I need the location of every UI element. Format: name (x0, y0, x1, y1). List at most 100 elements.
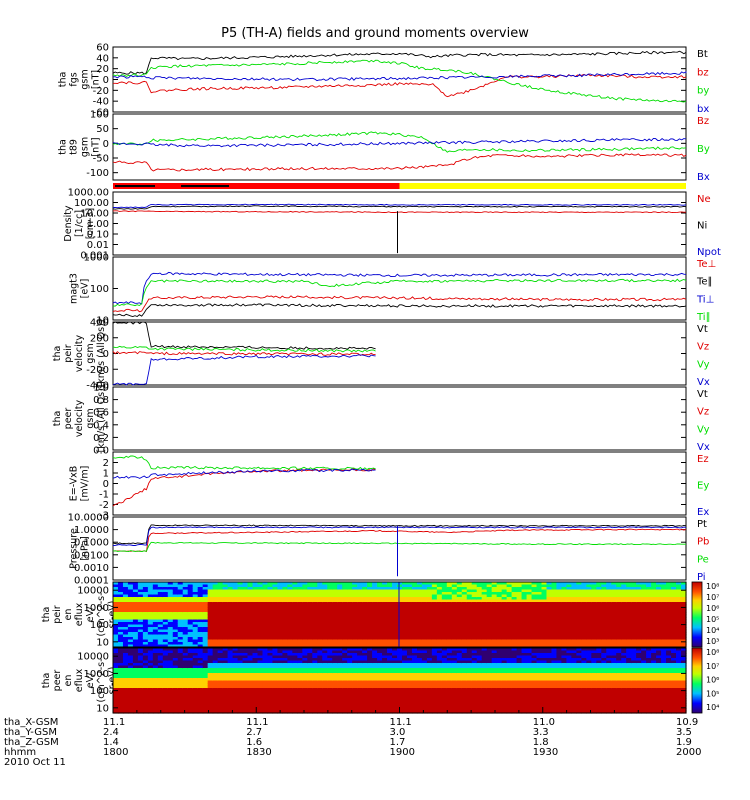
heatmap-cell (606, 589, 612, 593)
heatmap-cell (531, 594, 538, 598)
heatmap-cell (252, 673, 259, 677)
heatmap-cell (372, 632, 378, 636)
heatmap-cell (242, 599, 249, 603)
heatmap-cell (322, 642, 328, 646)
heatmap-cell (307, 668, 313, 672)
heatmap-cell (272, 644, 279, 648)
heatmap-cell (267, 609, 274, 613)
heatmap-cell (387, 619, 393, 623)
heatmap-cell (122, 599, 129, 603)
heatmap-cell (237, 639, 244, 643)
heatmap-cell (322, 604, 328, 608)
heatmap-cell (581, 584, 587, 588)
heatmap-cell (337, 587, 343, 591)
heatmap-cell (456, 594, 463, 598)
heatmap-cell (332, 587, 338, 591)
heatmap-cell (262, 644, 269, 648)
heatmap-cell (317, 624, 323, 628)
heatmap-cell (217, 607, 224, 611)
heatmap-cell (372, 698, 378, 702)
heatmap-cell (187, 648, 194, 652)
heatmap-cell (347, 617, 353, 621)
heatmap-cell (242, 582, 249, 586)
heatmap-cell (446, 602, 453, 606)
heatmap-cell (302, 629, 308, 633)
heatmap-cell (426, 644, 433, 648)
heatmap-cell (392, 639, 398, 643)
heatmap-cell (137, 668, 144, 672)
heatmap-cell (362, 599, 368, 603)
heatmap-cell (292, 653, 298, 657)
heatmap-cell (586, 592, 592, 596)
heatmap-cell (397, 642, 403, 646)
heatmap-cell (242, 660, 249, 664)
heatmap-cell (162, 627, 169, 631)
heatmap-cell (242, 632, 249, 636)
heatmap-cell (501, 637, 508, 641)
heatmap-cell (117, 705, 124, 709)
heatmap-cell (262, 629, 269, 633)
heatmap-cell (187, 597, 194, 601)
heatmap-cell (421, 607, 428, 611)
heatmap-cell (431, 700, 438, 704)
heatmap-cell (222, 592, 229, 596)
heatmap-cell (262, 708, 269, 712)
heatmap-cell (397, 678, 403, 682)
heatmap-cell (556, 607, 563, 611)
heatmap-cell (202, 683, 209, 687)
heatmap-cell (192, 648, 199, 652)
heatmap-cell (162, 587, 169, 591)
heatmap-cell (292, 632, 298, 636)
heatmap-cell (661, 634, 667, 638)
heatmap-cell (272, 637, 279, 641)
heatmap-cell (182, 624, 189, 628)
heatmap-cell (207, 683, 214, 687)
heatmap-cell (441, 660, 448, 664)
heatmap-cell (187, 589, 194, 593)
heatmap-cell (162, 673, 169, 677)
heatmap-cell (172, 599, 179, 603)
heatmap-cell (626, 629, 632, 633)
heatmap-cell (576, 597, 582, 601)
heatmap-cell (257, 648, 264, 652)
heatmap-cell (576, 632, 582, 636)
heatmap-cell (377, 680, 383, 684)
heatmap-cell (302, 660, 308, 664)
heatmap-cell (357, 639, 363, 643)
heatmap-cell (337, 599, 343, 603)
heatmap-cell (357, 660, 363, 664)
heatmap-cell (227, 622, 234, 626)
heatmap-cell (337, 658, 343, 662)
heatmap-cell (456, 627, 463, 631)
heatmap-cell (681, 592, 687, 596)
heatmap-cell (182, 678, 189, 682)
heatmap-cell (317, 698, 323, 702)
heatmap-cell (666, 609, 672, 613)
heatmap-cell (646, 622, 652, 626)
heatmap-cell (162, 632, 169, 636)
heatmap-cell (242, 710, 249, 714)
heatmap-cell (656, 597, 662, 601)
heatmap-cell (352, 705, 358, 709)
heatmap-cell (247, 670, 254, 674)
heatmap-cell (466, 629, 473, 633)
heatmap-cell (157, 680, 164, 684)
heatmap-cell (416, 597, 423, 601)
heatmap-cell (471, 602, 478, 606)
heatmap-cell (666, 624, 672, 628)
heatmap-cell (172, 668, 179, 672)
heatmap-cell (217, 604, 224, 608)
heatmap-cell (312, 597, 318, 601)
heatmap-cell (491, 607, 498, 611)
heatmap-cell (382, 660, 388, 664)
heatmap-cell (242, 612, 249, 616)
heatmap-cell (287, 703, 293, 707)
heatmap-cell (302, 584, 308, 588)
heatmap-cell (636, 642, 642, 646)
heatmap-cell (641, 617, 647, 621)
heatmap-cell (641, 602, 647, 606)
heatmap-cell (411, 653, 418, 657)
heatmap-cell (297, 614, 303, 618)
heatmap-cell (227, 619, 234, 623)
heatmap-cell (157, 612, 164, 616)
